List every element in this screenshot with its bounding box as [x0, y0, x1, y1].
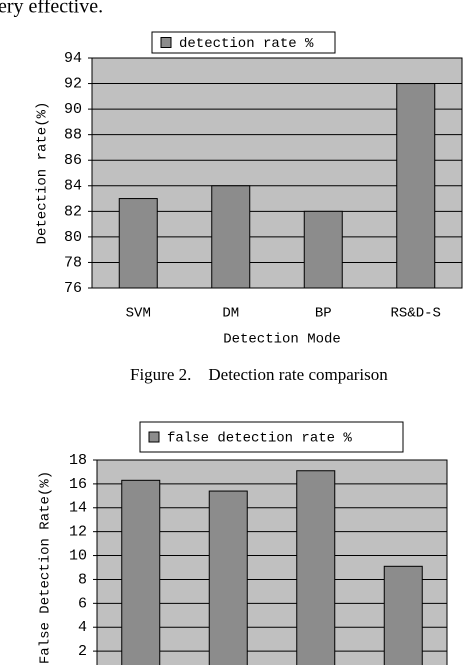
- y-tick-label: 78: [64, 254, 82, 271]
- y-tick-label: 92: [64, 76, 82, 93]
- y-tick-label: 82: [64, 203, 82, 220]
- y-tick-label: 12: [69, 524, 87, 541]
- x-tick-label: RS&D-S: [391, 306, 441, 322]
- bar: [396, 83, 436, 289]
- y-tick-label: 4: [78, 619, 87, 636]
- legend-box: [139, 421, 404, 453]
- y-tick-label: 8: [78, 571, 87, 588]
- y-tick-label: 18: [69, 452, 87, 469]
- legend-box: [151, 31, 336, 54]
- bar: [383, 565, 423, 665]
- legend-label: detection rate %: [179, 36, 314, 52]
- y-tick-label: 94: [64, 50, 82, 67]
- bar: [208, 490, 248, 665]
- bar: [118, 198, 158, 289]
- y-tick-label: 80: [64, 229, 82, 246]
- x-tick-label: DM: [222, 306, 239, 322]
- y-tick-label: 16: [69, 476, 87, 493]
- y-tick-label: 88: [64, 127, 82, 144]
- legend-label: false detection rate %: [167, 431, 352, 447]
- y-axis-title: False Detection Rate(%): [38, 471, 54, 664]
- y-tick-label: 6: [78, 595, 87, 612]
- y-tick-label: 14: [69, 500, 87, 517]
- x-tick-label: SVM: [126, 306, 151, 322]
- legend-swatch: [160, 37, 172, 48]
- bar: [303, 210, 343, 289]
- y-tick-label: 10: [69, 548, 87, 565]
- legend-swatch: [148, 431, 160, 443]
- bar: [121, 479, 161, 665]
- text-fragment: ery effective.: [0, 0, 103, 18]
- y-axis-title: Detection rate(%): [35, 102, 51, 245]
- x-axis-title: Detection Mode: [223, 332, 341, 348]
- y-tick-label: 90: [64, 101, 82, 118]
- y-tick-label: 76: [64, 280, 82, 297]
- bar: [296, 470, 336, 665]
- y-tick-label: 86: [64, 152, 82, 169]
- x-tick-label: BP: [315, 306, 332, 322]
- y-tick-label: 84: [64, 178, 82, 195]
- bar: [211, 185, 251, 289]
- y-tick-label: 2: [78, 643, 87, 660]
- caption: Figure 2. Detection rate comparison: [130, 365, 388, 384]
